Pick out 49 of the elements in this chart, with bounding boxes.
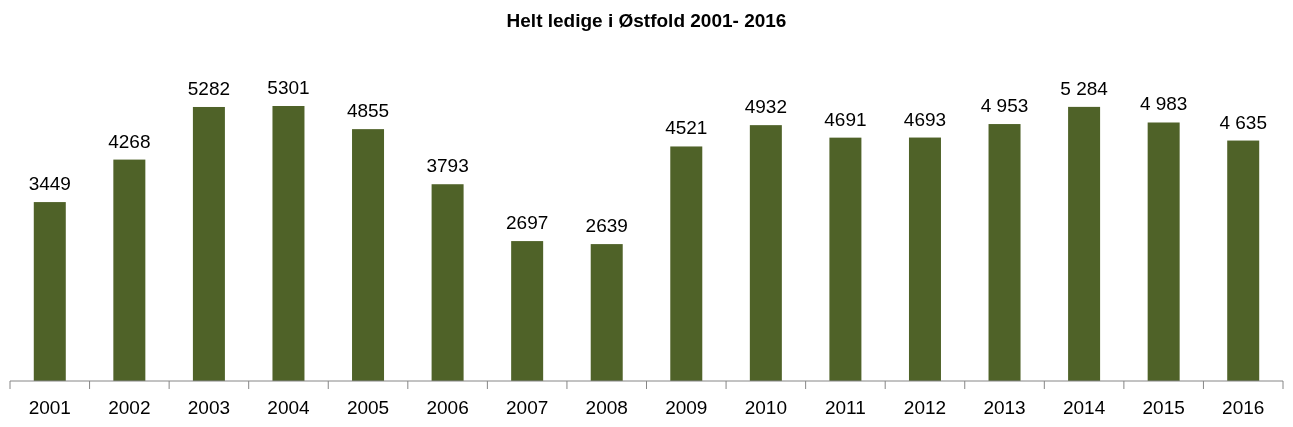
x-tick-label: 2005	[346, 397, 390, 418]
x-tick-label: 2011	[824, 397, 866, 418]
x-tick-label: 2012	[903, 397, 947, 418]
x-tick-label: 2008	[585, 397, 628, 418]
bar	[590, 244, 623, 381]
data-label: 4 635	[1219, 111, 1267, 133]
bar	[272, 106, 305, 381]
data-label: 2639	[585, 215, 628, 237]
data-label: 5282	[187, 77, 231, 99]
x-tick-label: 2009	[665, 397, 708, 418]
bar	[988, 124, 1021, 381]
data-label: 4521	[665, 117, 708, 139]
bar	[1068, 106, 1101, 381]
data-label: 4268	[108, 130, 151, 152]
data-label: 4932	[744, 96, 787, 118]
x-tick-label: 2007	[506, 397, 549, 418]
bar	[192, 106, 225, 381]
data-label: 4691	[824, 108, 867, 130]
x-tick-label: 2002	[108, 397, 151, 418]
x-tick-label: 2014	[1062, 397, 1106, 418]
x-tick-label: 2006	[426, 397, 469, 418]
bar	[670, 146, 703, 381]
x-tick-label: 2003	[187, 397, 231, 418]
x-tick-label: 2001	[28, 397, 71, 418]
x-tick-label: 2004	[267, 397, 311, 418]
bar	[33, 202, 66, 381]
chart-title: Helt ledige i Østfold 2001- 2016	[506, 10, 787, 31]
data-label: 5 284	[1060, 77, 1109, 99]
data-label: 3449	[28, 173, 71, 195]
x-tick-label: 2015	[1142, 397, 1185, 418]
bar	[431, 184, 464, 381]
bar	[1147, 122, 1180, 381]
bar	[352, 129, 385, 381]
bar	[511, 241, 544, 381]
bar	[829, 137, 862, 381]
data-label: 4 953	[980, 95, 1029, 117]
data-label: 4693	[903, 108, 947, 130]
bar	[113, 159, 146, 381]
data-label: 2697	[506, 212, 549, 234]
data-label: 3793	[426, 155, 469, 177]
x-tick-label: 2010	[744, 397, 787, 418]
bar	[908, 137, 941, 381]
bar	[749, 125, 782, 381]
x-tick-label: 2016	[1222, 397, 1265, 418]
data-label: 4855	[346, 100, 390, 122]
data-label: 5301	[267, 77, 310, 98]
bar	[1227, 140, 1260, 381]
x-tick-label: 2013	[983, 397, 1026, 418]
data-label: 4 983	[1139, 93, 1188, 115]
